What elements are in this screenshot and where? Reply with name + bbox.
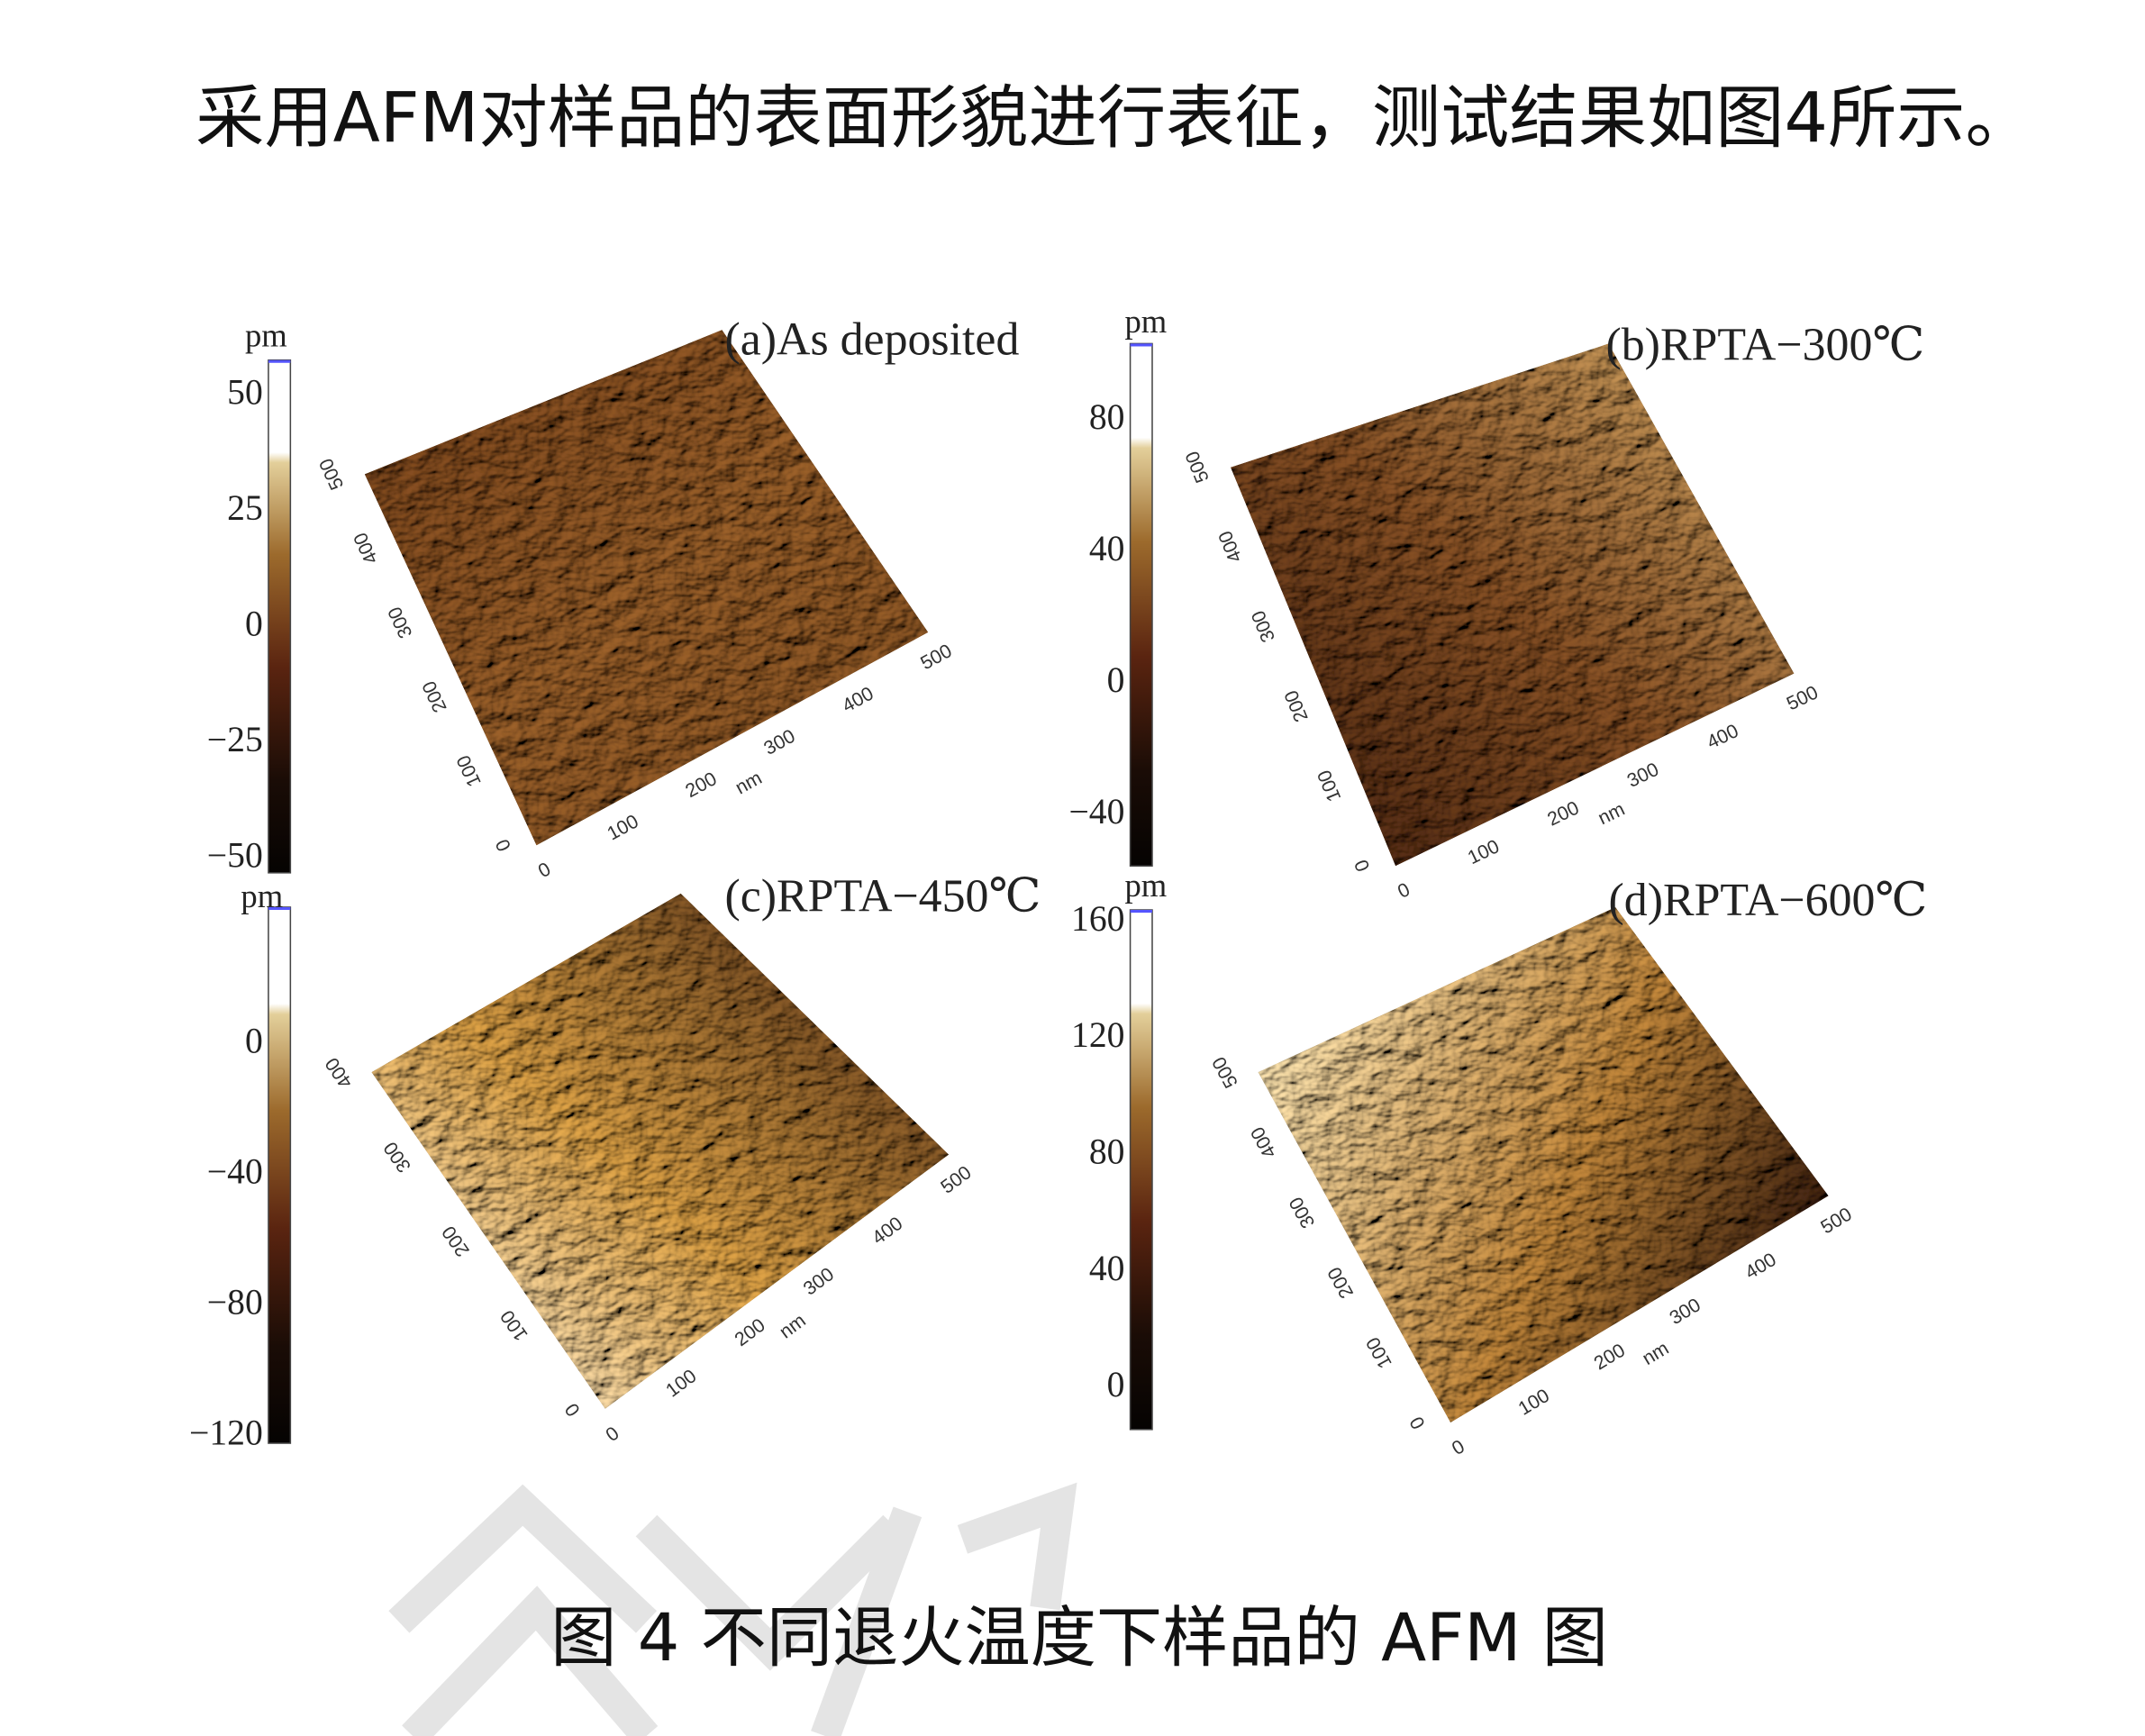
axis-tick-label: 0 [1395, 878, 1413, 903]
afm-surface [1230, 343, 1795, 867]
colorbar-tick-label: 0 [245, 604, 263, 644]
axis-tick-label: 400 [321, 1053, 357, 1092]
axis-tick-label: 300 [384, 604, 417, 642]
colorbar-tick-label: 0 [1107, 1365, 1125, 1404]
colorbar-tick-label: −40 [207, 1152, 263, 1192]
axis-tick-label: 300 [760, 725, 799, 759]
colorbar-tick-label: 120 [1071, 1015, 1124, 1055]
axis-tick-label: 200 [731, 1314, 769, 1351]
axis-tick-label: 100 [604, 810, 642, 844]
axis-tick-label: 400 [1704, 720, 1742, 753]
axis-tick-label: 100 [496, 1306, 532, 1345]
colorbar-tick-label: 40 [1089, 1249, 1125, 1288]
colorbar-tick-label: 0 [1107, 660, 1125, 700]
axis-tick-label: 100 [662, 1365, 701, 1402]
axis-tick-label: 500 [1783, 681, 1822, 714]
colorbar [1129, 342, 1153, 867]
axis-tick-label: 400 [868, 1213, 906, 1250]
colorbar [268, 906, 292, 1444]
colorbar-tick-label: −120 [189, 1413, 263, 1453]
axis-tick-label: 300 [1285, 1194, 1319, 1232]
axis-tick-label: 100 [1464, 835, 1503, 868]
axis-tick-label: 300 [1247, 607, 1279, 645]
axis-tick-label: 400 [1741, 1249, 1780, 1284]
axis-tick-label: 500 [1181, 448, 1213, 486]
axis-tick-label: 200 [1280, 687, 1313, 725]
axis-tick-label: 100 [452, 752, 486, 791]
axis-tick-label: 400 [839, 682, 877, 716]
colorbar [268, 359, 292, 874]
afm-surface [1258, 906, 1829, 1423]
afm-panel: pm 50 25 0 −25 −50 (a)As deposited 0 100 200 300 40… [207, 314, 1020, 882]
axis-tick-label: 200 [1323, 1263, 1358, 1302]
afm-surface [364, 330, 929, 846]
axis-tick-label: 0 [534, 858, 554, 882]
afm-panel: pm16012080400(d)RPTA−600℃010020030040050… [1071, 867, 1927, 1459]
colorbar-unit: pm [241, 877, 283, 914]
panel-label: (a)As deposited [724, 314, 1019, 366]
watermark [388, 1482, 1077, 1736]
axis-tick-label: 400 [1214, 528, 1247, 566]
axis-tick-label: 500 [314, 455, 348, 494]
axis-tick-label: 0 [602, 1422, 623, 1446]
colorbar-tick-label: −25 [207, 720, 263, 759]
panel-label: (d)RPTA−600℃ [1609, 875, 1928, 926]
colorbar-tick-label: 80 [1089, 397, 1125, 437]
axis-tick-label: 200 [418, 677, 451, 716]
axis-tick-label: 500 [1817, 1203, 1856, 1238]
afm-panel: pm80400−40(b)RPTA−300℃010020030040050001… [1068, 303, 1924, 903]
panel-label: (b)RPTA−300℃ [1605, 320, 1924, 371]
axis-tick-label: 0 [560, 1399, 585, 1421]
colorbar-unit: pm [245, 316, 287, 353]
axis-tick-label: 500 [1208, 1053, 1242, 1092]
colorbar-tick-label: 160 [1071, 899, 1124, 939]
axis-unit: nm [1639, 1337, 1673, 1369]
colorbar-tick-label: −50 [207, 836, 263, 876]
colorbar-tick-label: 80 [1089, 1132, 1125, 1172]
panel-label: (c)RPTA−450℃ [724, 871, 1041, 923]
axis-tick-label: 200 [438, 1222, 474, 1260]
axis-tick-label: 400 [350, 529, 383, 568]
axis-tick-label: 0 [491, 836, 515, 855]
figure-caption: 图 4 不同退火温度下样品的 AFM 图 [550, 1600, 1608, 1677]
axis-unit: nm [1595, 798, 1628, 830]
afm-panel: pm 0 −40 −80 −120 (c)RPTA−450℃ 0 100 200 300 400 50… [189, 871, 1041, 1453]
colorbar-tick-label: 50 [227, 373, 263, 413]
colorbar [1129, 909, 1153, 1431]
axis-tick-label: 0 [1448, 1435, 1468, 1459]
colorbar-tick-label: 0 [245, 1022, 263, 1061]
colorbar-unit: pm [1124, 867, 1167, 904]
axis-tick-label: 300 [379, 1138, 415, 1177]
axis-tick-label: 200 [1590, 1339, 1629, 1374]
axis-tick-label: 200 [682, 768, 721, 802]
axis-tick-label: 100 [1514, 1385, 1553, 1420]
colorbar-tick-label: −80 [207, 1283, 263, 1322]
colorbar-tick-label: 25 [227, 488, 263, 528]
axis-tick-label: 100 [1362, 1333, 1396, 1372]
colorbar-tick-label: 40 [1089, 529, 1125, 568]
axis-unit: nm [776, 1310, 810, 1343]
axis-tick-label: 300 [1623, 759, 1662, 792]
axis-tick-label: 200 [1544, 796, 1583, 830]
axis-tick-label: 100 [1313, 767, 1346, 804]
axis-tick-label: 300 [1666, 1294, 1704, 1329]
colorbar-tick-label: −40 [1068, 792, 1124, 832]
axis-tick-label: 400 [1246, 1123, 1280, 1162]
colorbar-unit: pm [1124, 303, 1167, 340]
axis-unit: nm [732, 767, 766, 798]
axis-tick-label: 300 [799, 1263, 838, 1300]
axis-tick-label: 0 [1350, 857, 1375, 875]
axis-tick-label: 0 [1405, 1413, 1430, 1432]
intro-text: 采用AFM对样品的表面形貌进行表征，测试结果如图4所示。 [195, 77, 2034, 158]
axis-tick-label: 500 [937, 1161, 976, 1198]
afm-surface [371, 893, 950, 1409]
axis-tick-label: 500 [917, 640, 956, 674]
